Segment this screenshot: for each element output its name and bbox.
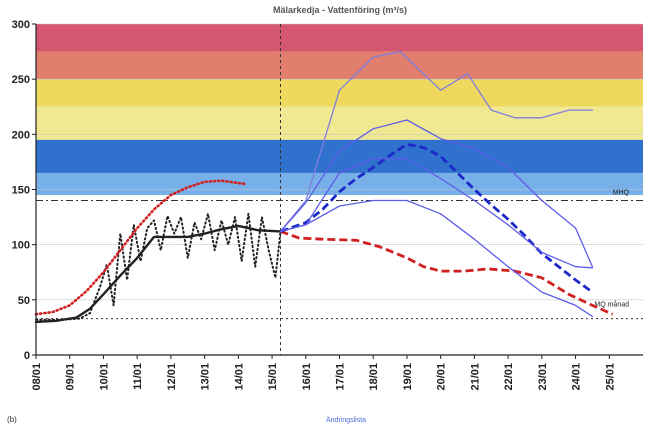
x-tick-label-14: 22/01: [503, 363, 515, 391]
x-tick-label-6: 14/01: [233, 363, 245, 391]
x-tick-label-10: 18/01: [368, 363, 380, 391]
x-tick-label-3: 11/01: [132, 363, 144, 390]
level-band-1: [36, 51, 643, 80]
y-tick-label-200: 200: [12, 129, 30, 141]
x-tick-label-13: 21/01: [469, 363, 481, 391]
y-tick-label-150: 150: [12, 185, 30, 197]
x-tick-label-11: 19/01: [402, 363, 414, 391]
series-line-5: [279, 50, 594, 233]
y-tick-label-50: 50: [18, 295, 30, 307]
series-line-1: [35, 212, 282, 321]
x-tick-label-8: 16/01: [301, 363, 313, 391]
footer-link[interactable]: Ändringslista: [326, 416, 366, 424]
x-tick-label-0: 08/01: [31, 363, 43, 391]
x-tick-label-16: 24/01: [571, 363, 583, 391]
y-tick-label-100: 100: [12, 240, 30, 252]
reference-label-0: MHQ: [613, 190, 630, 197]
x-tick-label-4: 12/01: [166, 363, 178, 391]
x-tick-label-12: 20/01: [436, 363, 448, 391]
x-tick-label-5: 13/01: [200, 363, 212, 391]
x-tick-label-15: 23/01: [537, 363, 549, 391]
series-line-7: [279, 157, 594, 269]
series-line-2: [34, 179, 247, 316]
series-line-6: [279, 119, 594, 268]
flood-level-bands: [36, 24, 643, 196]
level-band-3: [36, 106, 643, 140]
series-line-4: [280, 142, 594, 294]
y-tick-label-0: 0: [24, 350, 30, 362]
series-line-3: [280, 230, 614, 316]
x-tick-label-17: 25/01: [604, 363, 616, 391]
x-axis-ticks: 08/01 09/01 10/01 11/01 12/01 13/01 14/01 15/01…: [31, 355, 616, 391]
figure-label: (b): [7, 415, 17, 424]
level-band-2: [36, 79, 643, 107]
y-axis-ticks: 0 50 100 150 200 250 300: [12, 19, 36, 362]
x-tick-label-2: 10/01: [98, 363, 110, 391]
x-tick-label-7: 15/01: [267, 363, 279, 391]
x-tick-label-9: 17/01: [335, 363, 347, 391]
level-band-0: [36, 24, 643, 52]
chart-title: Mälarkedja - Vattenföring (m³/s): [273, 5, 407, 15]
chart-grid: [36, 23, 643, 355]
x-tick-label-1: 09/01: [65, 363, 77, 391]
series-line-8: [279, 199, 594, 318]
reference-label-1: MQ månad: [594, 301, 629, 309]
y-tick-label-300: 300: [12, 19, 30, 31]
level-band-4: [36, 139, 643, 173]
y-tick-label-250: 250: [12, 74, 30, 86]
chart-series: [34, 50, 614, 324]
